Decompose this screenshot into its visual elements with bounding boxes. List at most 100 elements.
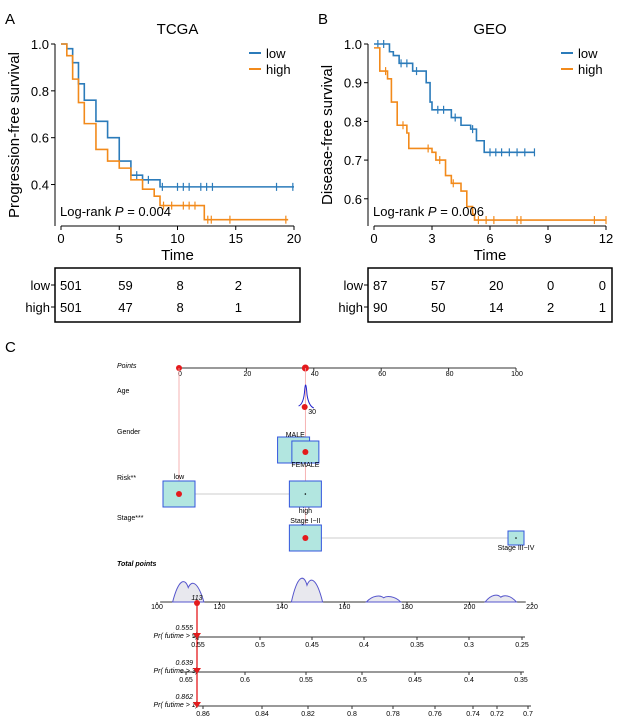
risk-count: 14 [489, 300, 503, 315]
variable-label: Age [117, 388, 130, 395]
y-tick-label: 1.0 [31, 37, 49, 52]
risk-count: 8 [177, 278, 184, 293]
total-density-curve [290, 577, 324, 603]
age-marker [301, 404, 308, 410]
probability-tick-label: 0.82 [301, 711, 315, 718]
total-tick-label: 180 [401, 604, 413, 611]
total-tick-label: 160 [339, 604, 351, 611]
probability-marker [193, 702, 201, 708]
probability-tick-label: 0.72 [490, 711, 504, 718]
stage-box-late-dot [515, 537, 517, 539]
risk-count: 0 [547, 278, 554, 293]
probability-tick-label: 0.76 [428, 711, 442, 718]
y-tick-label: 1.0 [344, 37, 362, 52]
risk-count: 501 [60, 300, 82, 315]
km-curve-high [374, 47, 606, 221]
probability-tick-label: 0.45 [305, 642, 319, 649]
x-tick-label: 6 [486, 231, 493, 246]
logrank-annotation: Log-rank P = 0.004 [60, 204, 171, 219]
probability-tick-label: 0.25 [515, 642, 529, 649]
chart-title: TCGA [157, 21, 199, 38]
risk-count: 0 [599, 278, 606, 293]
risk-count: 2 [235, 278, 242, 293]
y-tick-label: 0.6 [344, 192, 362, 207]
risk-row-label-low: low [30, 278, 50, 293]
x-tick-label: 20 [287, 231, 301, 246]
y-tick-label: 0.4 [31, 178, 49, 193]
probability-value: 0.639 [175, 660, 193, 667]
km-curve-low [374, 43, 535, 154]
probability-tick-label: 0.35 [514, 677, 528, 684]
risk-count: 87 [373, 278, 387, 293]
total-density-curve [365, 595, 402, 603]
stage-box-early-dot [302, 535, 309, 541]
probability-tick-label: 0.4 [359, 642, 369, 649]
risk-table-box [54, 267, 301, 323]
points-tick-label: 0 [178, 371, 182, 378]
annotation-p: P [428, 204, 437, 219]
variable-label: Stage*** [117, 515, 144, 522]
stage-level-early: Stage I−II [290, 518, 320, 525]
probability-marker [193, 668, 201, 674]
probability-label: Pr( futime > 5) [153, 633, 198, 640]
risk-box-high [288, 480, 322, 508]
probability-tick-label: 0.7 [523, 711, 533, 718]
gender-box-female-dot [302, 449, 309, 455]
risk-row-label-high: high [338, 300, 363, 315]
risk-count: 90 [373, 300, 387, 315]
total-tick-label: 220 [526, 604, 538, 611]
points-tick-label: 100 [511, 371, 523, 378]
annotation-value: = 0.004 [124, 204, 171, 219]
risk-count: 1 [599, 300, 606, 315]
probability-tick-label: 0.45 [408, 677, 422, 684]
probability-label: Pr( futime > 1) [153, 702, 198, 709]
risk-count: 1 [235, 300, 242, 315]
probability-tick-label: 0.55 [191, 642, 205, 649]
y-tick-label: 0.7 [344, 153, 362, 168]
risk-count: 57 [431, 278, 445, 293]
points-label: Points [117, 363, 137, 370]
y-tick-label: 0.9 [344, 76, 362, 91]
risk-count: 20 [489, 278, 503, 293]
age-level-label: 30 [308, 409, 316, 416]
annotation-prefix: Log-rank [373, 204, 428, 219]
risk-row-label-low: low [343, 278, 363, 293]
age-density-curve [298, 384, 315, 409]
legend-label-high: high [266, 62, 291, 77]
risk-row-label-high: high [25, 300, 50, 315]
x-tick-label: 9 [544, 231, 551, 246]
panel-label-c: C [5, 339, 16, 356]
probability-tick-label: 0.35 [410, 642, 424, 649]
x-tick-label: 12 [599, 231, 613, 246]
risk-count: 8 [177, 300, 184, 315]
x-tick-label: 0 [370, 231, 377, 246]
variable-label: Risk** [117, 475, 136, 482]
km-curve-high [61, 43, 289, 221]
probability-tick-label: 0.3 [464, 642, 474, 649]
y-axis-label: Progression-free survival [6, 52, 23, 218]
probability-tick-label: 0.5 [357, 677, 367, 684]
legend-label-low: low [266, 46, 286, 61]
total-points-label: Total points [117, 561, 157, 568]
total-tick-label: 140 [276, 604, 288, 611]
total-density-curve [171, 581, 205, 603]
risk-count: 59 [118, 278, 132, 293]
x-axis-label: Time [161, 247, 194, 264]
probability-tick-label: 0.86 [196, 711, 210, 718]
probability-marker [193, 633, 201, 639]
stage-level-late: Stage III−IV [498, 545, 535, 552]
risk-table-box [367, 267, 613, 323]
variable-label: Gender [117, 429, 141, 436]
y-tick-label: 0.8 [31, 84, 49, 99]
total-tick-label: 100 [151, 604, 163, 611]
risk-level-low: low [174, 474, 185, 481]
annotation-p: P [115, 204, 124, 219]
probability-tick-label: 0.74 [466, 711, 480, 718]
gender-level-female: FEMALE [291, 462, 319, 469]
probability-tick-label: 0.5 [255, 642, 265, 649]
probability-tick-label: 0.4 [464, 677, 474, 684]
stage-box-early [288, 524, 322, 552]
total-tick-label: 200 [464, 604, 476, 611]
total-marker [194, 600, 200, 606]
